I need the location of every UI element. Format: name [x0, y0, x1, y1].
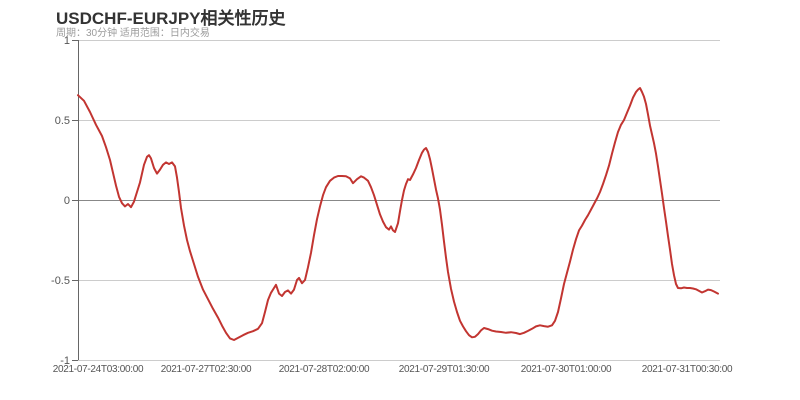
x-axis-label: 2021-07-29T01:30:00 [399, 364, 490, 375]
correlation-line-series [77, 87, 719, 341]
chart-title: USDCHF-EURJPY相关性历史 [56, 9, 286, 28]
x-axis-label: 2021-07-24T03:00:00 [53, 364, 144, 375]
y-axis-label: 0 [64, 195, 70, 207]
y-axis-label: -1 [60, 355, 70, 367]
x-axis-label: 2021-07-31T00:30:00 [642, 364, 733, 375]
y-axis-label: 0.5 [55, 115, 70, 127]
y-axis-label: -0.5 [51, 275, 70, 287]
y-axis-label: 1 [64, 35, 70, 47]
chart-subtitle: 周期：30分钟 适用范围：日内交易 [56, 28, 210, 39]
x-axis-label: 2021-07-28T02:00:00 [279, 364, 370, 375]
x-axis-label: 2021-07-30T01:00:00 [521, 364, 612, 375]
x-axis-label: 2021-07-27T02:30:00 [161, 364, 252, 375]
